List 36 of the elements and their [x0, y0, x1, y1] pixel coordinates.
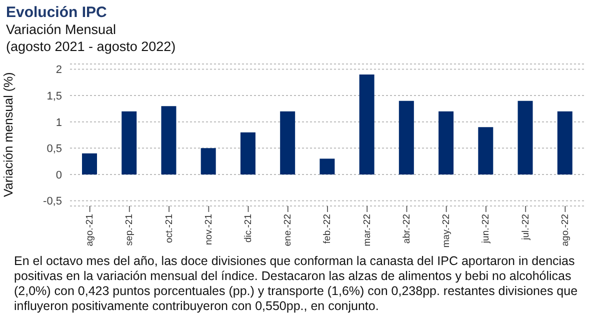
bar — [398, 100, 414, 174]
text: En el octavo mes del año, las doce divisiones que conforman la canasta del IPC aportaron in dencias positivas en la variación mensual del índice. Destacaron las alzas de alimentos y bebi no alcohólicas (2,0%) con 0,423 puntos porcentuales (pp.) y transporte (1,6%) con 0,238pp. restantes divisiones que influyeron positivamente contribuyeron con 0,550pp., en conjunto. — [14, 254, 579, 314]
bar — [518, 100, 533, 174]
x-tick-label: sep.-21 — [124, 214, 136, 246]
x-tick-label: oct.-21 — [164, 214, 175, 244]
x-tick-label: nov.-21 — [203, 214, 214, 245]
bar — [438, 111, 454, 174]
x-tick-label: mar.-22 — [362, 214, 373, 246]
bar — [478, 127, 494, 174]
x-tick-label: feb.-22 — [322, 214, 334, 244]
x-tick-label: dic.-21 — [243, 214, 254, 243]
y-axis-title: Variación mensual (%) — [1, 72, 16, 197]
bar — [82, 153, 97, 174]
bar — [280, 111, 296, 174]
y-tick-label: -0,5 — [43, 196, 62, 208]
x-tick-label: abr.-22 — [401, 214, 412, 244]
bar — [557, 111, 572, 174]
x-tick-label: jul.-22 — [520, 214, 532, 241]
x-tick-label: ene.-22 — [282, 214, 294, 246]
x-tick-label: jun.-22 — [480, 214, 492, 244]
chart-title: Evolución IPC — [6, 4, 108, 21]
bar — [200, 148, 216, 174]
y-tick-label: 2 — [56, 64, 62, 76]
bar — [240, 132, 256, 174]
bar — [161, 106, 176, 174]
x-tick-label: ago.-22 — [560, 214, 571, 246]
y-tick-label: 0,5 — [46, 143, 62, 156]
y-tick-label: 0 — [56, 169, 62, 182]
bar — [320, 158, 335, 174]
bar — [359, 74, 374, 174]
bar — [122, 111, 137, 174]
x-tick-label: may.-22 — [441, 214, 452, 248]
x-tick-label: ago.-21 — [84, 214, 96, 246]
y-tick-label: 1,5 — [46, 90, 62, 102]
y-tick-label: 1 — [56, 116, 62, 129]
chart-subtitle: Variación Mensual (agosto 2021 - agosto 2022) — [6, 21, 176, 55]
